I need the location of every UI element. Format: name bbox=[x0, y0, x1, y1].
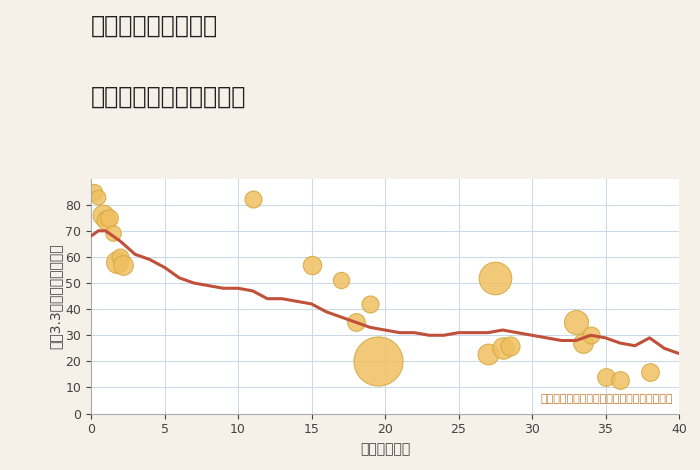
Point bbox=[92, 193, 104, 201]
Point bbox=[372, 358, 384, 365]
Point bbox=[615, 376, 626, 384]
Text: 築年数別中古戸建て価格: 築年数別中古戸建て価格 bbox=[91, 85, 246, 109]
Point bbox=[482, 350, 493, 357]
Point bbox=[108, 230, 119, 237]
Point bbox=[585, 331, 596, 339]
Point bbox=[247, 196, 258, 203]
Point bbox=[365, 300, 376, 308]
Point bbox=[100, 217, 111, 224]
Point bbox=[578, 339, 589, 347]
Point bbox=[115, 253, 126, 261]
Point bbox=[118, 261, 129, 268]
Point bbox=[490, 274, 501, 282]
Point bbox=[103, 214, 114, 221]
Point bbox=[644, 368, 655, 376]
Point bbox=[600, 373, 611, 381]
Point bbox=[497, 345, 508, 352]
Point bbox=[97, 212, 108, 219]
Text: 円の大きさは、取引のあった物件面積を示す: 円の大きさは、取引のあった物件面積を示す bbox=[540, 394, 673, 404]
Point bbox=[350, 319, 361, 326]
Point bbox=[306, 261, 317, 268]
Point bbox=[88, 188, 99, 196]
Point bbox=[112, 258, 123, 266]
Point bbox=[570, 319, 582, 326]
X-axis label: 築年数（年）: 築年数（年） bbox=[360, 442, 410, 456]
Y-axis label: 坪（3.3㎡）単価（万円）: 坪（3.3㎡）単価（万円） bbox=[48, 243, 62, 349]
Text: 埼玉県深谷市北根の: 埼玉県深谷市北根の bbox=[91, 14, 218, 38]
Point bbox=[504, 342, 515, 350]
Point bbox=[335, 277, 346, 284]
